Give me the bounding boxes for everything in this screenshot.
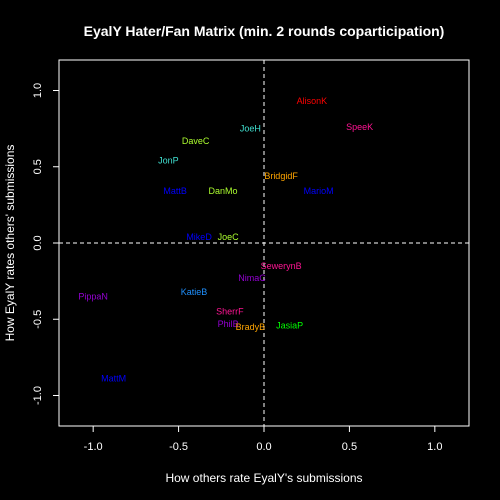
point-label-katieb: KatieB (181, 287, 208, 297)
point-label-bradyb: BradyB (236, 322, 266, 332)
point-label-mariom: MarioM (304, 186, 334, 196)
point-label-alisonk: AlisonK (297, 96, 328, 106)
point-label-jonp: JonP (158, 156, 179, 166)
y-tick-label: -1.0 (32, 386, 44, 405)
point-label-bridgidf: BridgidF (264, 171, 298, 181)
x-axis: -1.0 -0.5 0.0 0.5 1.0 (84, 426, 442, 453)
point-label-nimac: NimaC (238, 273, 266, 283)
point-label-jasiap: JasiaP (276, 320, 303, 330)
y-axis: -1.0 -0.5 0.0 0.5 1.0 (32, 83, 59, 405)
x-tick-label: -1.0 (84, 441, 103, 453)
y-tick-label: 0.0 (32, 235, 44, 250)
y-tick-label: 0.5 (32, 159, 44, 174)
point-label-joec: JoeC (218, 232, 240, 242)
point-label-speek: SpeeK (346, 122, 373, 132)
x-tick-label: 0.0 (256, 441, 271, 453)
chart-title: EyalY Hater/Fan Matrix (min. 2 rounds co… (84, 23, 445, 39)
y-tick-label: -0.5 (32, 310, 44, 329)
point-label-miked: MikeD (186, 232, 212, 242)
x-tick-label: 0.5 (342, 441, 357, 453)
x-axis-label: How others rate EyalY's submissions (165, 471, 362, 485)
point-label-mattm: MattM (101, 374, 126, 384)
point-label-davec: DaveC (182, 136, 210, 146)
point-label-mattb: MattB (163, 186, 187, 196)
point-label-philb: PhilB (218, 319, 239, 329)
y-axis-label: How EyalY rates others' submissions (3, 145, 17, 342)
y-tick-label: 1.0 (32, 83, 44, 98)
point-label-joeh: JoeH (240, 124, 261, 134)
reference-lines (59, 60, 469, 426)
point-label-pippan: PippaN (78, 291, 108, 301)
x-tick-label: -0.5 (169, 441, 188, 453)
point-label-danmo: DanMo (208, 186, 237, 196)
point-label-sewerynb: SewerynB (261, 261, 302, 271)
point-label-sherrf: SherrF (216, 307, 244, 317)
x-tick-label: 1.0 (427, 441, 442, 453)
